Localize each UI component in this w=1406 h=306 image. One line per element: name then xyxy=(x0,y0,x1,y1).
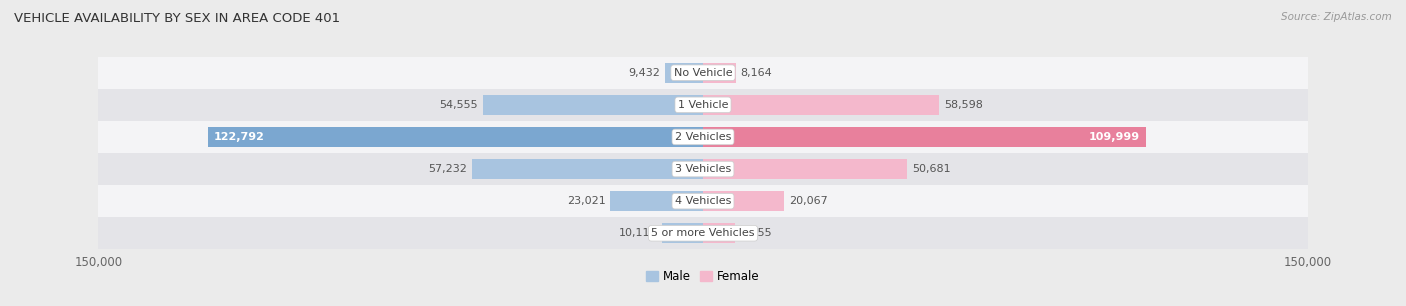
Text: 109,999: 109,999 xyxy=(1090,132,1140,142)
Bar xyxy=(703,159,907,179)
Bar xyxy=(665,63,703,83)
Text: 4 Vehicles: 4 Vehicles xyxy=(675,196,731,206)
Bar xyxy=(703,223,735,243)
Text: 54,555: 54,555 xyxy=(440,100,478,110)
Text: 2 Vehicles: 2 Vehicles xyxy=(675,132,731,142)
Bar xyxy=(703,191,785,211)
Text: 1 Vehicle: 1 Vehicle xyxy=(678,100,728,110)
Bar xyxy=(472,159,703,179)
Text: 23,021: 23,021 xyxy=(567,196,606,206)
Text: 10,119: 10,119 xyxy=(619,228,658,238)
Text: 50,681: 50,681 xyxy=(912,164,950,174)
Bar xyxy=(662,223,703,243)
Text: 122,792: 122,792 xyxy=(214,132,264,142)
Text: No Vehicle: No Vehicle xyxy=(673,68,733,78)
Bar xyxy=(98,185,1308,217)
Bar xyxy=(98,57,1308,89)
Text: VEHICLE AVAILABILITY BY SEX IN AREA CODE 401: VEHICLE AVAILABILITY BY SEX IN AREA CODE… xyxy=(14,12,340,25)
Bar xyxy=(484,95,703,115)
Legend: Male, Female: Male, Female xyxy=(641,266,765,288)
Text: 8,055: 8,055 xyxy=(741,228,772,238)
Bar xyxy=(208,127,703,147)
Text: 57,232: 57,232 xyxy=(429,164,467,174)
Text: 5 or more Vehicles: 5 or more Vehicles xyxy=(651,228,755,238)
Bar xyxy=(703,63,735,83)
Text: 8,164: 8,164 xyxy=(741,68,772,78)
Bar xyxy=(98,121,1308,153)
Bar xyxy=(610,191,703,211)
Text: 9,432: 9,432 xyxy=(628,68,661,78)
Text: Source: ZipAtlas.com: Source: ZipAtlas.com xyxy=(1281,12,1392,22)
Text: 58,598: 58,598 xyxy=(943,100,983,110)
Bar xyxy=(703,127,1146,147)
Bar xyxy=(98,217,1308,249)
Text: 20,067: 20,067 xyxy=(789,196,828,206)
Bar xyxy=(98,153,1308,185)
Bar xyxy=(703,95,939,115)
Bar xyxy=(98,89,1308,121)
Text: 3 Vehicles: 3 Vehicles xyxy=(675,164,731,174)
